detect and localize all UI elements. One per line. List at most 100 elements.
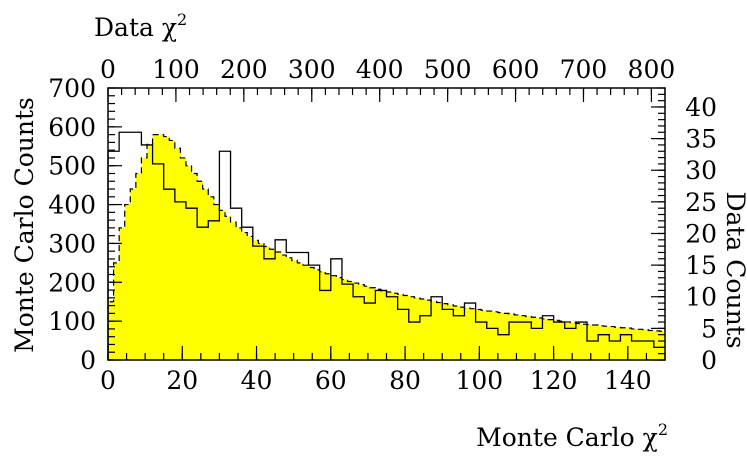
- data-histogram-outline: [107, 131, 665, 360]
- mc-bar: [269, 249, 276, 360]
- mc-bar: [258, 243, 265, 360]
- mc-bar: [592, 325, 599, 360]
- mc-bar: [247, 236, 254, 360]
- bottom-x-tick-label: 140: [604, 366, 652, 395]
- mc-bar: [208, 196, 215, 360]
- mc-bar: [141, 157, 148, 360]
- mc-bar: [224, 216, 231, 360]
- bottom-x-tick-label: 80: [389, 366, 421, 395]
- mc-bar: [553, 320, 560, 360]
- mc-bar: [464, 307, 471, 360]
- mc-bar: [525, 316, 532, 360]
- mc-bar: [358, 284, 365, 360]
- mc-bar: [581, 324, 588, 360]
- mc-bar: [598, 325, 605, 360]
- mc-bar: [297, 262, 304, 360]
- mc-bar: [119, 227, 126, 360]
- mc-bar: [436, 302, 443, 360]
- mc-bar: [536, 318, 543, 360]
- mc-bar: [152, 134, 159, 360]
- mc-bar: [308, 267, 315, 360]
- right-y-tick-label: 35: [685, 125, 717, 154]
- bottom-x-tick-label: 40: [241, 366, 273, 395]
- top-x-tick-label: 800: [628, 55, 676, 84]
- mc-bar: [637, 329, 644, 360]
- mc-bar: [509, 314, 516, 360]
- mc-bar: [620, 327, 627, 360]
- mc-bar: [146, 144, 153, 360]
- mc-bar: [414, 297, 421, 360]
- mc-bar: [314, 269, 321, 360]
- mc-bar: [548, 319, 554, 360]
- mc-bar: [397, 294, 404, 360]
- mc-bar: [542, 318, 549, 360]
- mc-bar: [447, 304, 454, 360]
- mc-bar: [392, 293, 399, 360]
- mc-bar: [481, 310, 488, 360]
- right-y-tick-label: 15: [685, 251, 717, 280]
- mc-bar: [453, 305, 460, 360]
- mc-bar: [124, 204, 131, 360]
- mc-bar: [531, 317, 538, 360]
- left-y-axis-title: Monte Carlo Counts: [10, 97, 39, 353]
- mc-bar: [380, 290, 387, 360]
- monte-carlo-histogram: [108, 134, 666, 360]
- left-y-tick-label: 200: [48, 268, 96, 297]
- left-y-tick-label: 700: [48, 74, 96, 103]
- mc-bar: [252, 240, 259, 360]
- mc-bar: [191, 173, 198, 360]
- mc-bar: [631, 328, 638, 360]
- mc-bar: [135, 173, 142, 360]
- mc-bar: [626, 328, 632, 360]
- mc-bar: [325, 273, 332, 360]
- mc-bar: [564, 321, 571, 360]
- mc-bar: [353, 283, 360, 360]
- bottom-x-tick-label: 0: [100, 366, 116, 395]
- mc-bar: [492, 311, 499, 360]
- mc-bar: [174, 148, 181, 360]
- mc-bar: [108, 301, 114, 360]
- mc-bar: [442, 303, 449, 360]
- left-y-tick-label: 600: [48, 113, 96, 142]
- mc-bar: [520, 315, 527, 360]
- top-x-tick-label: 0: [100, 55, 116, 84]
- right-y-axis-title: Data Counts: [721, 191, 747, 348]
- bottom-x-axis-title: Monte Carlo χ2: [476, 420, 668, 452]
- top-x-tick-label: 300: [288, 55, 336, 84]
- top-x-axis-title: Data χ2: [94, 10, 187, 42]
- right-y-tick-label: 20: [685, 219, 717, 248]
- mc-bar: [169, 140, 176, 360]
- bottom-x-tick-label: 100: [455, 366, 503, 395]
- mc-bar: [375, 289, 382, 360]
- mc-bar: [213, 204, 220, 360]
- mc-bar: [475, 309, 482, 360]
- mc-bar: [241, 232, 248, 360]
- top-x-tick-label: 600: [492, 55, 540, 84]
- right-y-tick-label: 30: [685, 156, 717, 185]
- mc-bar: [386, 292, 393, 360]
- mc-bar: [113, 262, 120, 360]
- right-y-tick-label: 25: [685, 188, 717, 217]
- mc-bar: [653, 330, 660, 360]
- mc-bar: [575, 323, 582, 360]
- mc-bar: [609, 326, 616, 360]
- top-x-tick-label: 700: [560, 55, 608, 84]
- mc-bar: [403, 295, 410, 360]
- mc-bar: [470, 308, 477, 360]
- mc-bar: [291, 260, 298, 360]
- left-y-tick-label: 300: [48, 229, 96, 258]
- mc-bar: [302, 265, 309, 360]
- mc-bar: [431, 301, 438, 360]
- mc-bar: [559, 321, 566, 360]
- right-y-tick-label: 5: [701, 314, 717, 343]
- mc-bar: [286, 257, 293, 360]
- mc-bar: [336, 277, 343, 360]
- mc-bar: [614, 327, 621, 360]
- mc-bar: [236, 227, 243, 360]
- mc-bar: [648, 330, 655, 360]
- left-y-tick-label: 100: [48, 307, 96, 336]
- mc-bar: [347, 281, 354, 360]
- mc-bar: [603, 326, 610, 360]
